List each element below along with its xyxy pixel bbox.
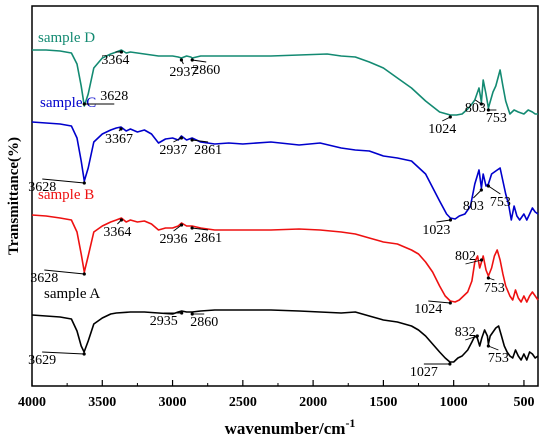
plot-frame [31, 5, 539, 387]
annotation-arrow [192, 227, 209, 231]
peak-label: 2937 [159, 143, 187, 158]
peak-label: 802 [455, 249, 476, 264]
annotation-arrow [488, 185, 501, 195]
annotation-arrowhead [179, 136, 184, 140]
series-line-sample-a [31, 309, 539, 363]
x-axis-title: wavenumber/cm-1 [225, 416, 356, 438]
peak-label: 1023 [422, 223, 450, 238]
x-tick-label: 1000 [440, 395, 468, 410]
annotation-arrowhead [448, 362, 452, 366]
annotation-arrow [488, 345, 499, 351]
x-tick-label: 1500 [369, 395, 397, 410]
peak-label: 803 [463, 199, 484, 214]
annotation-arrowhead [119, 127, 123, 131]
annotation-arrow [473, 189, 482, 199]
annotation-arrow [42, 351, 85, 355]
series-label: sample B [38, 187, 94, 203]
annotation-arrowhead [448, 301, 452, 305]
annotation-arrowhead [448, 218, 453, 222]
annotation-arrow [465, 335, 478, 341]
annotation-arrow [42, 178, 85, 184]
peak-label: 1024 [414, 302, 442, 317]
series-label: sample C [40, 95, 96, 111]
annotation-arrowhead [119, 50, 123, 54]
annotation-arrowhead [119, 218, 123, 222]
peak-label: 803 [465, 101, 486, 116]
annotation-arrowhead [190, 312, 194, 316]
series-label: sample A [44, 286, 100, 302]
x-tick-label: 500 [513, 395, 534, 410]
peak-label: 2860 [190, 315, 218, 330]
annotation-arrowhead [190, 138, 194, 142]
annotation-arrowhead [82, 102, 86, 106]
peak-label: 2860 [192, 63, 220, 78]
peak-label: 3629 [28, 353, 56, 368]
series-label: sample D [38, 30, 95, 46]
annotation-arrowhead [479, 188, 483, 192]
series-line-sample-b [31, 214, 539, 303]
annotation-arrow [192, 59, 207, 63]
x-axis-title-text: wavenumber/cm [225, 419, 346, 438]
x-tick-label: 3000 [159, 395, 187, 410]
peak-label: 3628 [28, 180, 56, 195]
peak-label: 2936 [160, 232, 188, 247]
annotation-arrowhead [180, 311, 184, 315]
annotation-arrowhead [82, 181, 86, 185]
peak-label: 3364 [103, 225, 131, 240]
peak-label: 753 [486, 111, 507, 126]
annotation-arrow [173, 224, 182, 232]
x-tick-label: 2000 [299, 395, 327, 410]
x-tick-label: 4000 [18, 395, 46, 410]
annotation-arrowhead [82, 272, 86, 276]
annotation-arrowhead [448, 115, 452, 119]
peak-label: 2861 [194, 231, 222, 246]
series-line-sample-d [32, 49, 538, 116]
x-tick-label: 3500 [88, 395, 116, 410]
y-axis-title: Transmittance(%) [6, 137, 22, 255]
annotation-arrowhead [190, 58, 194, 62]
series-line-sample-c [31, 121, 539, 221]
peak-label: 753 [488, 351, 509, 366]
peak-label: 1024 [428, 122, 456, 137]
x-tick-label: 2500 [229, 395, 257, 410]
annotation-arrow [44, 269, 85, 275]
peak-label: 3364 [101, 53, 129, 68]
peak-label: 832 [455, 325, 476, 340]
annotation-arrowhead [475, 334, 479, 338]
peak-label: 753 [490, 195, 511, 210]
annotation-arrowhead [179, 223, 184, 227]
annotation-arrowhead [82, 352, 86, 356]
annotation-arrowhead [486, 344, 490, 348]
x-axis-ticks: 4000 3500 3000 2500 2000 1500 1000 500 [18, 380, 534, 410]
series-group [31, 49, 539, 363]
annotation-arrow [436, 219, 451, 223]
peak-label: 2937 [169, 65, 197, 80]
annotation-arrowhead [179, 58, 184, 62]
annotation-arrow [465, 259, 482, 265]
annotation-arrow [192, 139, 209, 143]
x-axis-title-superscript: -1 [345, 416, 355, 430]
annotation-arrowhead [190, 226, 194, 230]
peak-label: 3367 [105, 132, 133, 147]
annotation-arrowhead [479, 102, 483, 106]
peak-label: 2861 [194, 143, 222, 158]
peak-label: 3628 [100, 89, 128, 104]
series-labels: sample D sample C sample B sample A [38, 30, 100, 302]
annotation-arrow [428, 300, 451, 304]
peak-label: 2935 [150, 314, 178, 329]
peak-label: 1027 [410, 365, 438, 380]
annotation-arrowhead [486, 276, 490, 280]
annotation-arrowhead [486, 108, 490, 112]
peak-label: 3628 [30, 271, 58, 286]
annotation-arrowhead [486, 184, 490, 188]
peak-label: 753 [484, 281, 505, 296]
annotation-arrowhead [479, 258, 484, 262]
